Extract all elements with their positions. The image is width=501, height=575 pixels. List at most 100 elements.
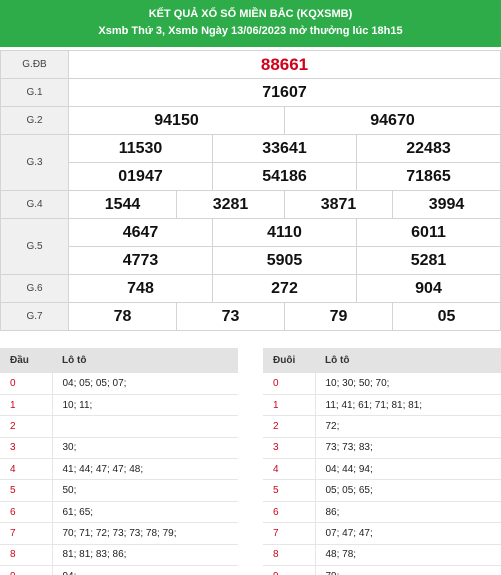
prize-row-g6: G.6 748 272 904 [0,274,501,303]
prize-number: 54186 [212,162,357,191]
loto-values: 73; 73; 83; [314,437,501,460]
table-row: 5 05; 05; 65; [263,479,501,502]
prize-number: 73 [176,302,285,331]
loto-values: 79; [314,565,501,575]
loto-key: 1 [263,394,315,417]
prize-number: 4647 [68,218,213,247]
loto-values: 72; [314,415,501,438]
prize-number: 22483 [356,134,501,163]
prize-number: 4773 [68,246,213,275]
table-row: 3 73; 73; 83; [263,437,501,460]
loto-values: 50; [51,479,238,502]
prize-label: G.6 [0,274,69,303]
prize-label: G.2 [0,106,69,135]
loto-head-header-row: Đầu Lô tô [0,348,238,373]
loto-tail-table: Đuôi Lô tô 0 10; 30; 50; 70; 1 11; 41; 61;… [263,348,501,575]
prize-number: 11530 [68,134,213,163]
table-row: 8 48; 78; [263,544,501,567]
prize-number: 904 [356,274,501,303]
loto-key: 2 [263,415,315,438]
prize-label: G.5 [0,218,69,275]
loto-key: 7 [263,522,315,545]
prize-number: 5905 [212,246,357,275]
loto-key: 4 [263,458,315,481]
prize-row-g2: G.2 94150 94670 [0,106,501,135]
prize-label: G.ĐB [0,50,69,79]
prize-number: 94150 [68,106,285,135]
prize-number: 6011 [356,218,501,247]
loto-tail-header-row: Đuôi Lô tô [263,348,501,373]
prize-number: 3281 [176,190,285,219]
prize-row-g3-2: 01947 54186 71865 [1,162,501,191]
loto-key: 6 [263,501,315,524]
loto-values: 05; 05; 65; [314,479,501,502]
prize-row-g4: G.4 1544 3281 3871 3994 [0,190,501,219]
prize-number: 3871 [284,190,393,219]
loto-values: 81; 81; 83; 86; [51,544,238,567]
loto-values: 07; 47; 47; [314,522,501,545]
prize-row-g7: G.7 78 73 79 05 [0,302,501,331]
prize-label: G.1 [0,78,69,107]
prize-number: 01947 [68,162,213,191]
prize-number: 71607 [68,78,501,107]
prize-number: 33641 [212,134,357,163]
prize-row-g5: G.5 4647 4110 6011 [0,218,501,275]
table-row: 1 11; 41; 61; 71; 81; 81; [263,394,501,417]
table-row: 3 30; [0,437,238,460]
loto-key: 4 [0,458,52,481]
prize-number: 71865 [356,162,501,191]
loto-key: 6 [0,501,52,524]
column-header: Đuôi [263,348,315,373]
table-row: 2 [0,415,238,438]
prize-number: 94670 [284,106,501,135]
loto-key: 3 [263,437,315,460]
prize-table: G.ĐB 88661 G.1 71607 G.2 94150 94670 G.3… [0,50,501,331]
loto-values: 30; [51,437,238,460]
loto-values: 10; 11; [51,394,238,417]
loto-key: 0 [263,373,315,395]
loto-key: 9 [0,565,52,575]
column-header: Đầu [0,348,52,373]
loto-key: 1 [0,394,52,417]
table-row: 979; [263,565,501,575]
prize-label: G.7 [0,302,69,331]
prize-row-special: G.ĐB 88661 [0,50,501,79]
loto-key: 3 [0,437,52,460]
loto-key: 7 [0,522,52,545]
prize-label: G.4 [0,190,69,219]
prize-number: 4110 [212,218,357,247]
table-row: 0 04; 05; 05; 07; [0,373,238,395]
loto-values: 04; 44; 94; [314,458,501,481]
loto-key: 0 [0,373,52,395]
table-row: 2 72; [263,415,501,438]
draw-date-subtitle: Xsmb Thứ 3, Xsmb Ngày 13/06/2023 mở thưở… [98,25,403,37]
table-row: 8 81; 81; 83; 86; [0,544,238,567]
loto-values: 41; 44; 47; 47; 48; [51,458,238,481]
table-row: 1 10; 11; [0,394,238,417]
column-header: Lô tô [315,348,501,373]
loto-key: 9 [263,565,315,575]
loto-values: 10; 30; 50; 70; [314,373,501,395]
loto-values: 04; 05; 05; 07; [51,373,238,395]
loto-values: 48; 78; [314,544,501,567]
loto-key: 5 [263,479,315,502]
prize-number: 5281 [356,246,501,275]
table-row: 4 04; 44; 94; [263,458,501,481]
loto-values: 11; 41; 61; 71; 81; 81; [314,394,501,417]
prize-number: 748 [68,274,213,303]
prize-label: G.3 [0,134,69,191]
table-row: 7 70; 71; 72; 73; 73; 78; 79; [0,522,238,545]
loto-key: 8 [263,544,315,567]
results-header: KẾT QUẢ XỔ SỐ MIỀN BẮC (KQXSMB) Xsmb Thứ… [0,0,501,47]
loto-key: 5 [0,479,52,502]
page-title: KẾT QUẢ XỔ SỐ MIỀN BẮC (KQXSMB) [148,8,353,20]
table-row: 7 07; 47; 47; [263,522,501,545]
loto-key: 8 [0,544,52,567]
prize-number: 272 [212,274,357,303]
prize-number: 05 [392,302,501,331]
table-row: 6 86; [263,501,501,524]
table-row: 994; [0,565,238,575]
column-header: Lô tô [52,348,238,373]
prize-row-g1: G.1 71607 [0,78,501,107]
